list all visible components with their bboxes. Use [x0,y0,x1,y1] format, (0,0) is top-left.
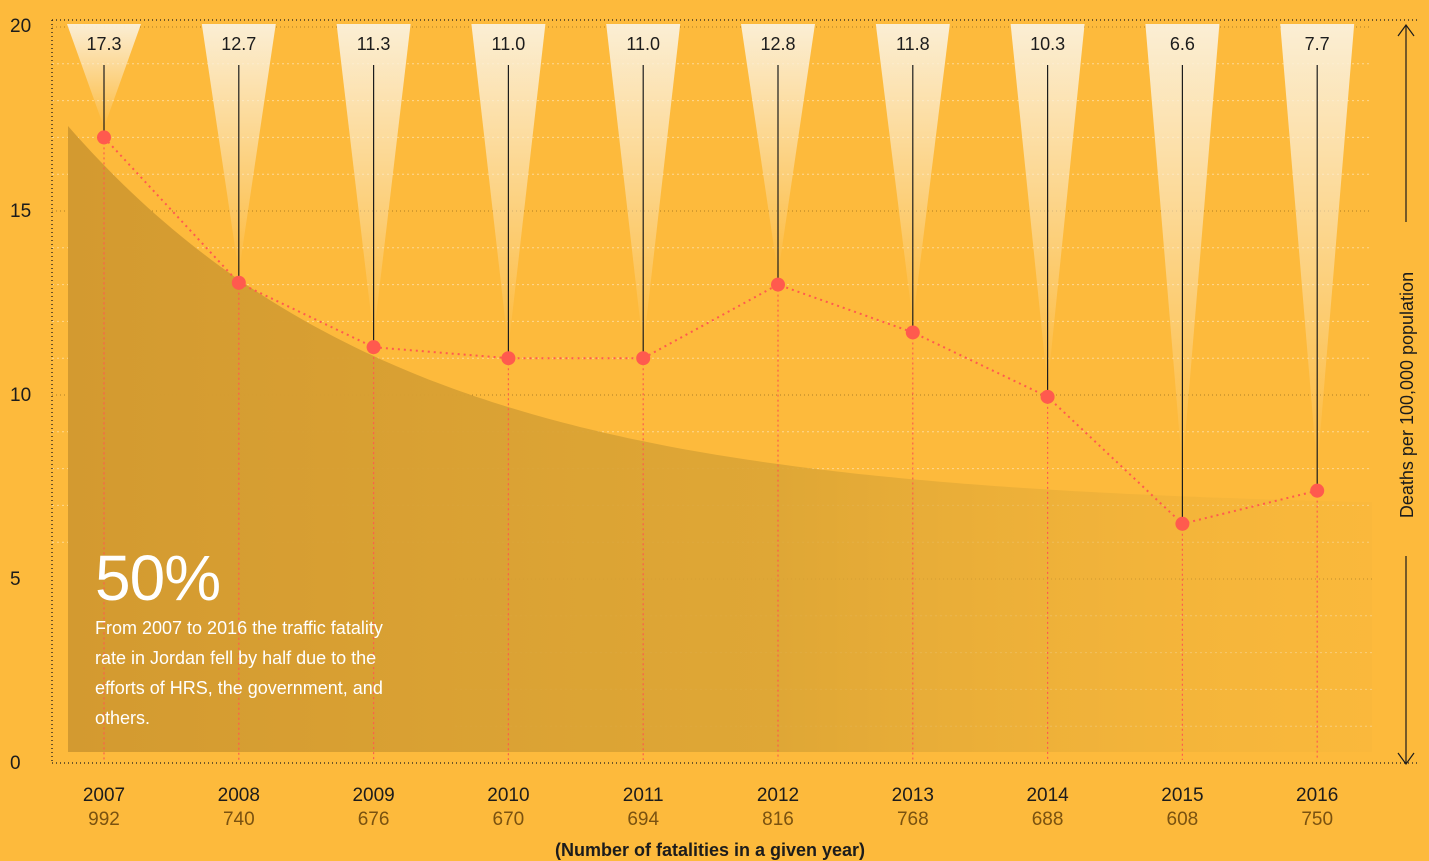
y-tick-label: 15 [10,201,31,222]
callout-percentage: 50% [95,542,221,614]
value-label: 12.7 [221,34,256,54]
value-label: 10.3 [1030,34,1065,54]
value-label: 12.8 [760,34,795,54]
x-tick-year: 2011 [623,785,664,806]
callout: 50% From 2007 to 2016 the traffic fatali… [95,545,415,733]
y-tick-label: 5 [10,569,21,590]
data-point [366,340,381,355]
x-tick-year: 2008 [218,785,260,806]
data-point [501,351,516,366]
x-tick-fatalities: 816 [762,809,794,830]
x-tick-fatalities: 676 [358,809,390,830]
data-point [1040,389,1055,404]
drop-lines [103,65,1318,760]
x-tick-year: 2014 [1026,785,1069,806]
value-label: 11.0 [626,34,660,54]
value-label: 17.3 [86,34,121,54]
axis-labels: 0 5 10 15 20 2007 992 2008 740 2009 676 2010 670 2011… [10,16,1417,860]
callout-text: From 2007 to 2016 the traffic fatality r… [95,618,383,728]
x-tick-year: 2009 [352,785,394,806]
value-label: 11.0 [492,34,526,54]
x-tick-fatalities: 694 [627,809,659,830]
data-point [231,275,246,290]
x-tick-fatalities: 688 [1032,809,1064,830]
x-tick-year: 2015 [1161,785,1203,806]
data-point [1310,483,1325,498]
value-label: 7.7 [1305,34,1330,54]
value-label: 6.6 [1170,34,1195,54]
x-tick-year: 2012 [757,785,799,806]
y-tick-label: 10 [10,385,31,406]
series-markers [97,130,1325,531]
x-tick-year: 2016 [1296,785,1338,806]
y-tick-label: 20 [10,16,31,37]
y-tick-label: 0 [10,753,21,774]
value-label: 11.3 [357,34,391,54]
arrow-head-down [1397,752,1415,766]
x-tick-fatalities: 608 [1167,809,1199,830]
axes [51,19,1420,766]
value-label: 11.8 [896,34,930,54]
x-tick-fatalities: 740 [223,809,255,830]
x-axis-title: (Number of fatalities in a given year) [555,840,865,860]
x-tick-fatalities: 768 [897,809,929,830]
x-tick-year: 2010 [487,785,529,806]
arrow-head-up [1397,23,1415,37]
x-tick-fatalities: 992 [88,809,120,830]
x-tick-year: 2007 [83,785,125,806]
data-point [97,130,111,145]
decline-area [68,126,1372,752]
data-point [771,277,785,292]
x-tick-fatalities: 750 [1301,809,1333,830]
x-tick-year: 2013 [892,785,934,806]
data-point [1175,516,1190,531]
y-axis-title: Deaths per 100,000 population [1397,272,1417,518]
data-point [905,325,920,340]
data-point [636,351,651,366]
x-tick-fatalities: 670 [493,809,525,830]
